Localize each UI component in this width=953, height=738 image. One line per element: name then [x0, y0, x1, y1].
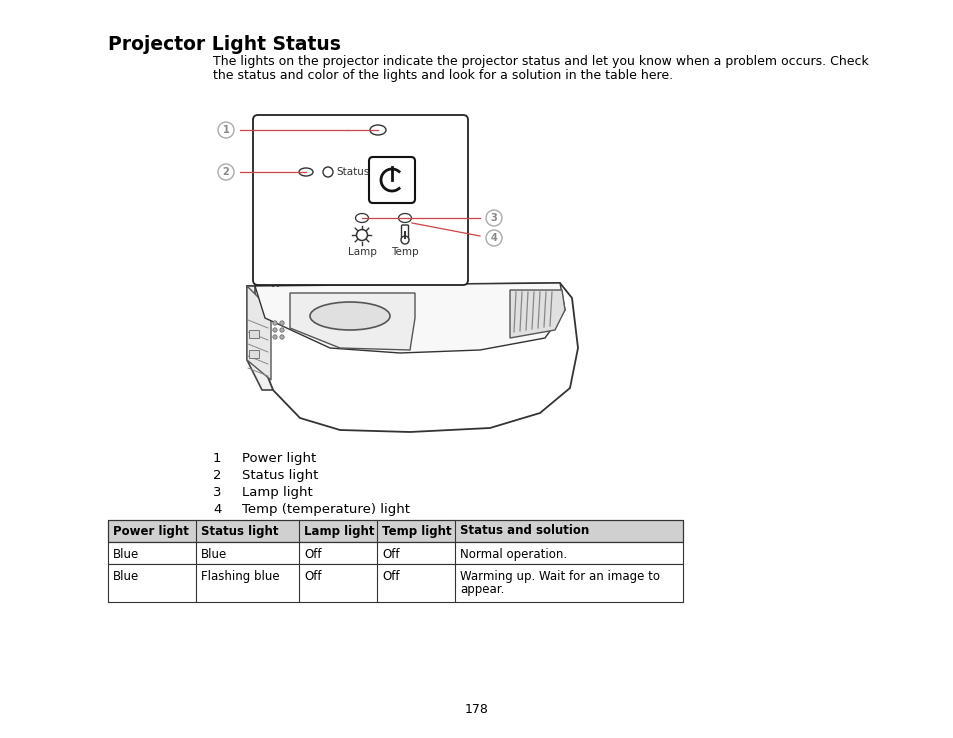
FancyBboxPatch shape [253, 115, 468, 285]
Text: 4: 4 [490, 233, 497, 243]
Bar [108, 520, 682, 542]
Circle shape [279, 335, 284, 339]
Text: 3: 3 [213, 486, 221, 499]
Text: Blue: Blue [112, 548, 139, 561]
Text: Power light: Power light [242, 452, 315, 465]
Circle shape [400, 236, 409, 244]
Circle shape [485, 210, 501, 226]
Text: 2: 2 [222, 167, 229, 177]
Polygon shape [247, 283, 578, 432]
Polygon shape [510, 290, 564, 338]
Text: 4: 4 [213, 503, 221, 516]
Bar [108, 520, 682, 542]
Ellipse shape [370, 125, 386, 135]
Text: Status: Status [335, 167, 369, 177]
Circle shape [273, 321, 277, 325]
Circle shape [273, 328, 277, 332]
Text: Off: Off [304, 570, 321, 583]
Polygon shape [254, 283, 564, 353]
Text: Projector Light Status: Projector Light Status [108, 35, 340, 54]
Text: Normal operation.: Normal operation. [459, 548, 566, 561]
Ellipse shape [310, 302, 390, 330]
Text: Off: Off [381, 548, 399, 561]
Text: 1: 1 [222, 125, 229, 135]
Text: Off: Off [381, 570, 399, 583]
Text: Blue: Blue [201, 548, 227, 561]
Text: appear.: appear. [459, 583, 504, 596]
Circle shape [323, 167, 333, 177]
Polygon shape [247, 286, 273, 390]
Text: Flashing blue: Flashing blue [201, 570, 279, 583]
Polygon shape [290, 293, 415, 350]
Text: Lamp light: Lamp light [242, 486, 313, 499]
Text: 178: 178 [464, 703, 489, 716]
Text: Power light: Power light [112, 525, 189, 537]
Text: Status light: Status light [242, 469, 318, 482]
Bar [403, 231, 406, 239]
Bar [108, 542, 682, 564]
FancyBboxPatch shape [369, 157, 415, 203]
Text: 2: 2 [213, 469, 221, 482]
Circle shape [356, 230, 367, 241]
Circle shape [485, 230, 501, 246]
Circle shape [218, 122, 233, 138]
Text: 3: 3 [490, 213, 497, 223]
Circle shape [218, 164, 233, 180]
Text: The lights on the projector indicate the projector status and let you know when : The lights on the projector indicate the… [213, 55, 868, 68]
Circle shape [279, 321, 284, 325]
Ellipse shape [298, 168, 313, 176]
Text: Status light: Status light [201, 525, 278, 537]
Ellipse shape [398, 213, 411, 222]
Polygon shape [247, 286, 271, 380]
Text: Blue: Blue [112, 570, 139, 583]
Text: the status and color of the lights and look for a solution in the table here.: the status and color of the lights and l… [213, 69, 673, 82]
Text: 1: 1 [213, 452, 221, 465]
Text: Temp: Temp [391, 247, 418, 257]
Text: Temp light: Temp light [381, 525, 451, 537]
Circle shape [279, 328, 284, 332]
Circle shape [273, 335, 277, 339]
Bar [249, 330, 258, 338]
Text: Warming up. Wait for an image to: Warming up. Wait for an image to [459, 570, 659, 583]
Text: Lamp: Lamp [347, 247, 376, 257]
Text: Off: Off [304, 548, 321, 561]
Bar [108, 564, 682, 602]
Ellipse shape [355, 213, 368, 222]
Text: Lamp light: Lamp light [304, 525, 375, 537]
Bar [249, 350, 258, 358]
Text: Temp (temperature) light: Temp (temperature) light [242, 503, 410, 516]
Text: Status and solution: Status and solution [459, 525, 589, 537]
FancyBboxPatch shape [401, 225, 408, 241]
